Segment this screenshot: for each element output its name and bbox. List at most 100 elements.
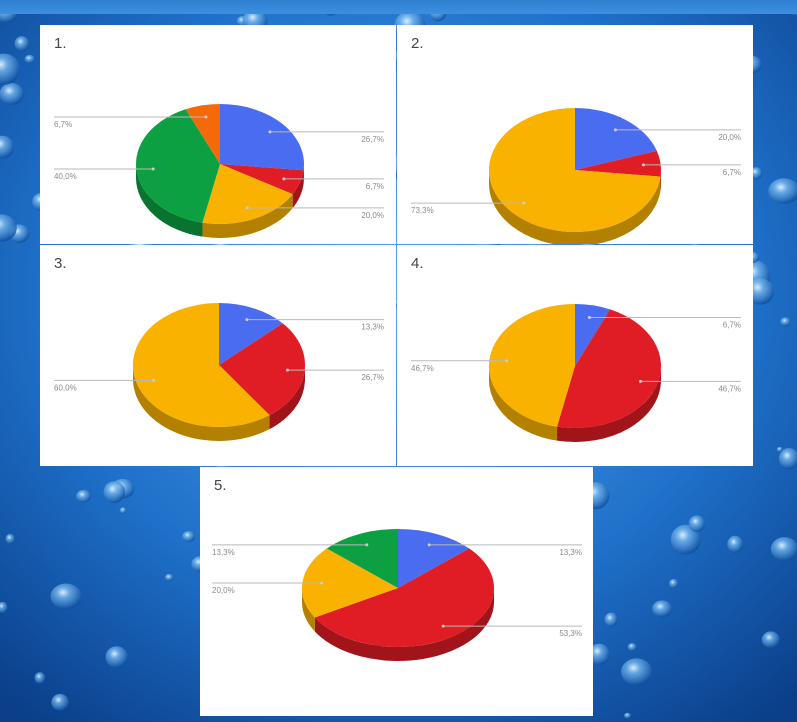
leader-dot [151,167,155,171]
water-drop [0,53,20,85]
slice-value-label: 53,3% [559,629,582,638]
water-drop [588,643,610,665]
water-drop [776,446,783,453]
pie-slice-yellow [489,108,661,232]
water-drop [750,167,763,180]
pie-slice-red [557,309,661,428]
slice-value-label: 20,0% [361,211,384,220]
leader-dot [638,379,642,383]
pie-chart-5: 13,3% 53,3% 20,0% 13,3% [212,529,582,661]
water-drop [0,214,17,242]
leader-dot [613,128,617,132]
water-drop [770,537,797,561]
slice-value-label: 6,7% [54,120,72,129]
water-drop [604,612,618,627]
slice-value-label: 13,3% [559,548,582,557]
leader-dot [365,543,369,547]
pie-slice-side [557,366,661,442]
pie-chart-2: 20,0% 6,7% 73,3% [411,108,741,244]
slice-value-label: 40,0% [54,172,77,181]
water-drop [746,278,775,305]
leader-dot [320,581,324,585]
pie-slice-red [220,164,304,195]
pie-slice-side [489,170,661,244]
pie-slice-blue [575,304,611,366]
slice-value-label: 20,0% [212,586,235,595]
slice-value-label: 46,7% [411,364,434,373]
slice-value-label: 6,7% [723,320,741,329]
chart-number: 5. [214,477,227,494]
slice-value-label: 73,3% [411,206,434,215]
chart-number: 3. [54,255,67,272]
pie-slice-yellow [489,304,575,427]
leader-dot [587,315,591,319]
pie-slice-yellow [202,164,293,224]
leader-dot [268,130,272,134]
leader-dot [441,624,445,628]
water-drop [627,643,637,652]
slice-value-label: 6,7% [366,182,384,191]
slice-value-label: 26,7% [361,373,384,382]
water-drop [76,489,91,503]
leader-dot [245,318,249,322]
water-drop [0,83,24,105]
water-drop [669,578,679,589]
water-drop [164,573,174,582]
pie-slice-side [136,164,203,237]
water-drop [50,583,82,610]
pie-slice-blue [398,529,470,588]
pie-slice-red [314,548,495,647]
pie-slice-side [489,366,558,441]
chart-number: 4. [411,255,424,272]
pie-slice-side [269,365,305,430]
water-drop [670,524,701,555]
leader-dot [522,201,526,205]
slice-value-label: 60,0% [54,383,77,392]
chart-panel-2: 2. 20,0% 6,7% 73,3% [397,25,753,244]
leader-dot [152,378,156,382]
chart-panel-1: 1. 26,7% 6,7% 20,0% 40,0% 6,7% [40,25,396,244]
water-drop [34,672,46,684]
water-drop [688,515,706,532]
leader-dot [641,163,645,167]
pie-slice-side [202,194,293,238]
water-drop [14,36,30,52]
water-drop [624,712,632,719]
pie-slice-green [136,109,220,223]
leader-dot [245,206,249,210]
water-drop [182,531,196,542]
chart-panel-4: 4. 6,7% 46,7% 46,7% [397,245,753,466]
leader-dot [285,368,289,372]
pie-slice-blue [220,104,305,171]
water-drop [119,507,127,514]
chart-number: 2. [411,35,424,52]
water-drop [105,646,128,668]
water-drop [51,693,69,711]
chart-number: 1. [54,35,67,52]
water-drop [761,631,780,648]
pie-slice-red [575,150,661,177]
pie-chart-1: 26,7% 6,7% 20,0% 40,0% 6,7% [54,104,384,238]
leader-dot [204,115,208,119]
water-drop [652,600,673,618]
pie-slice-blue [219,303,283,365]
slice-value-label: 26,7% [361,135,384,144]
water-drop [780,317,791,327]
water-drop [768,178,797,204]
slice-value-label: 20,0% [718,133,741,142]
water-drop [778,448,797,470]
leader-dot [427,543,431,547]
pie-slice-yellow [133,303,270,427]
pie-chart-3: 13,3% 26,7% 60,0% [54,303,384,441]
pie-slice-side [133,365,270,441]
slice-value-label: 13,3% [361,323,384,332]
water-drop [103,481,126,503]
chart-panel-5: 5. 13,3% 53,3% 20,0% 13,3% [200,467,593,716]
pie-slice-green [326,529,398,588]
water-drop [24,54,35,64]
pie-slice-side [292,170,304,209]
pie-slice-orange [185,104,220,164]
water-drop [5,533,15,544]
chart-panel-3: 3. 13,3% 26,7% 60,0% [40,245,396,466]
title-strip [0,0,797,14]
